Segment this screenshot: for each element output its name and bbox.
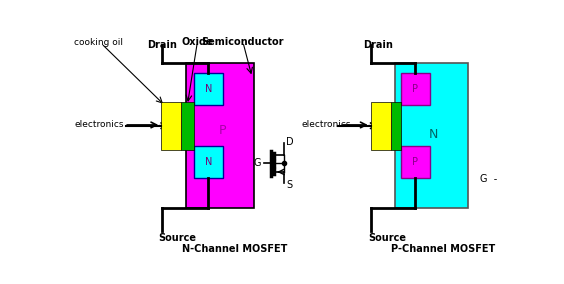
Text: N: N bbox=[205, 84, 212, 94]
Text: N: N bbox=[205, 157, 212, 167]
Text: D: D bbox=[286, 137, 294, 147]
Text: Source: Source bbox=[368, 233, 406, 243]
Bar bbox=[391, 102, 400, 150]
Text: N-Channel MOSFET: N-Channel MOSFET bbox=[183, 243, 288, 254]
Text: G: G bbox=[254, 158, 261, 168]
Bar bbox=[400, 146, 430, 178]
Text: Oxide: Oxide bbox=[182, 37, 213, 47]
Text: P: P bbox=[412, 84, 418, 94]
Text: Source: Source bbox=[158, 233, 196, 243]
Bar bbox=[371, 102, 391, 150]
Bar bbox=[193, 73, 223, 105]
Text: electronics: electronics bbox=[301, 120, 351, 130]
Text: electronics: electronics bbox=[74, 120, 124, 130]
Text: G  -: G - bbox=[480, 174, 497, 184]
Bar bbox=[400, 73, 430, 105]
Bar bbox=[395, 63, 469, 208]
Bar bbox=[186, 63, 254, 208]
Text: P: P bbox=[218, 124, 226, 137]
Text: N: N bbox=[429, 128, 438, 141]
Text: P-Channel MOSFET: P-Channel MOSFET bbox=[391, 243, 496, 254]
Text: P: P bbox=[412, 157, 418, 167]
Text: S: S bbox=[286, 180, 292, 190]
Bar bbox=[161, 102, 181, 150]
Text: Semiconductor: Semiconductor bbox=[201, 37, 284, 47]
Text: cooking oil: cooking oil bbox=[74, 38, 123, 47]
Text: Drain: Drain bbox=[363, 40, 393, 50]
Bar bbox=[193, 146, 223, 178]
Bar bbox=[181, 102, 193, 150]
Text: Drain: Drain bbox=[147, 40, 177, 50]
